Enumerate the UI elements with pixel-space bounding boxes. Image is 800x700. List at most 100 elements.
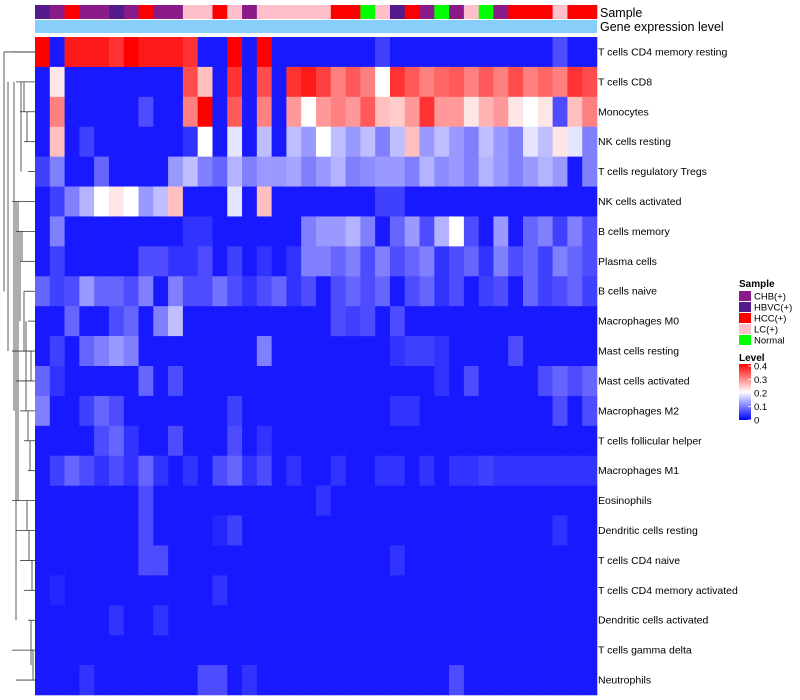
heatmap-cell [478,186,494,217]
heatmap-cell [582,96,598,128]
heatmap-cell [434,665,450,696]
heatmap-cell [434,635,450,666]
heatmap-cell [316,246,332,277]
heatmap-cell [49,96,65,128]
heatmap-cell [286,545,302,576]
heatmap-cell [463,66,479,98]
heatmap-cell [345,216,361,247]
heatmap-cell [567,395,583,427]
sample-annotation-cell [286,5,302,19]
heatmap-cell [79,455,95,486]
heatmap-cell [552,66,568,98]
heatmap-cell [286,485,302,516]
heatmap-cell [64,96,80,128]
heatmap-cell [168,96,184,128]
heatmap-cell [345,545,361,576]
heatmap-cell [508,366,524,397]
heatmap-cell [108,276,125,307]
heatmap-cell [537,455,553,486]
heatmap-cell [552,575,568,606]
heatmap-cell [153,605,169,636]
heatmap-cell [94,635,110,666]
row-label: T cells regulatory Tregs [598,166,707,178]
heatmap-cell [286,575,302,606]
heatmap-cell [286,306,302,337]
heatmap-cell [301,216,317,247]
heatmap-cell [123,455,139,486]
heatmap-cell [256,276,272,307]
sample-annotation-cell [168,5,184,19]
heatmap-cell [478,575,494,606]
heatmap-cell [256,635,272,666]
heatmap-cell [375,37,391,68]
heatmap-cell [49,336,65,367]
heatmap-cell [434,37,450,68]
heatmap-cell [330,246,346,277]
heatmap-cell [389,276,406,307]
heatmap-cell [463,635,479,666]
heatmap-cell [286,37,302,68]
heatmap-cell [404,366,420,397]
heatmap-cell [271,186,287,217]
heatmap-cell [182,37,198,68]
heatmap-cell [463,276,479,307]
heatmap-cell [567,306,583,337]
heatmap-cell [330,156,346,187]
heatmap-cell [49,605,65,636]
heatmap-cell [182,186,198,217]
heatmap-cell [108,455,125,486]
heatmap-cell [345,336,361,367]
heatmap-cell [138,605,154,636]
heatmap-cell [301,276,317,307]
heatmap-cell [64,246,80,277]
heatmap-cell [227,276,243,307]
heatmap-cell [389,455,406,486]
heatmap-cell [508,126,524,157]
heatmap-cell [123,216,139,247]
heatmap-cell [197,156,213,187]
heatmap-cell [79,395,95,427]
heatmap-cell [419,336,435,367]
heatmap-cell [523,545,539,576]
heatmap-cell [182,515,198,546]
heatmap-cell [153,276,169,307]
heatmap-cell [449,665,465,696]
heatmap-cell [35,336,51,367]
heatmap-cell [537,186,553,217]
heatmap-cell [271,515,287,546]
heatmap-cell [49,186,65,217]
heatmap-cell [182,635,198,666]
heatmap-cell [552,515,568,546]
sample-annotation-cell [478,5,494,19]
row-label: Plasma cells [598,256,657,268]
heatmap-cell [153,485,169,516]
heatmap-cell [523,306,539,337]
heatmap-cell [301,605,317,636]
heatmap-cell [286,395,302,427]
heatmap-cell [567,605,583,636]
heatmap-cell [138,66,154,98]
heatmap-cell [182,395,198,427]
heatmap-cell [508,336,524,367]
heatmap-cell [271,635,287,666]
heatmap-cell [256,605,272,636]
heatmap-cell [108,545,125,576]
heatmap-cell [360,515,376,546]
heatmap-cell [419,605,435,636]
heatmap-cell [434,455,450,486]
heatmap-cell [271,336,287,367]
heatmap-cell [582,605,598,636]
heatmap-cell [523,276,539,307]
heatmap-cell [271,246,287,277]
heatmap-cell [434,545,450,576]
heatmap-cell [138,485,154,516]
heatmap-cell [153,246,169,277]
heatmap-cell [212,37,228,68]
heatmap-cell [256,575,272,606]
sample-annotation-cell [49,5,65,19]
heatmap-cell [463,545,479,576]
heatmap-cell [35,276,51,307]
heatmap-cell [49,455,65,486]
heatmap-cell [256,665,272,696]
heatmap-cell [227,37,243,68]
